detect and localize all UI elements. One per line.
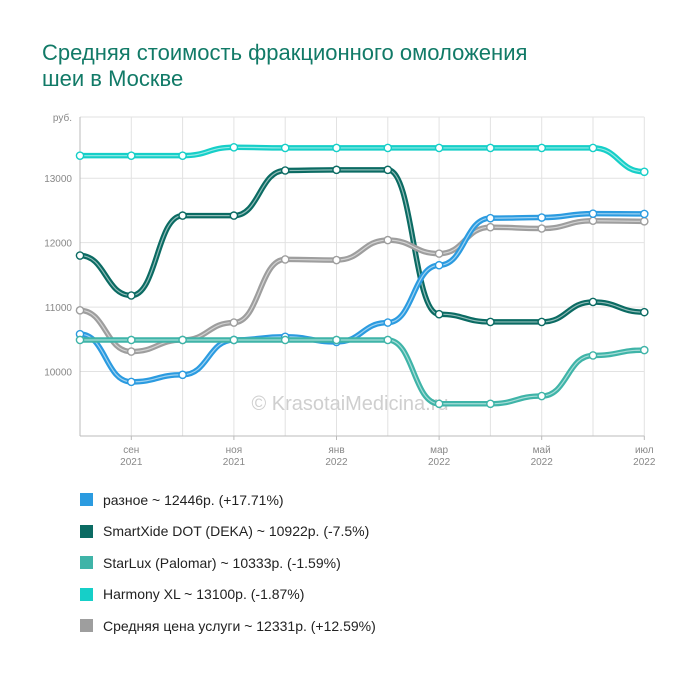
- x-tick-label-year: 2021: [120, 457, 143, 468]
- data-point: [127, 291, 136, 300]
- data-point: [434, 249, 444, 258]
- legend-item[interactable]: Средняя цена услуги ~ 12331р. (+12.59%): [80, 610, 376, 642]
- legend-item[interactable]: StarLux (Palomar) ~ 10333р. (-1.59%): [80, 547, 376, 579]
- x-tick-label-month: мар: [430, 445, 448, 456]
- data-point: [640, 307, 649, 317]
- data-point: [332, 165, 341, 175]
- data-point: [588, 216, 598, 226]
- data-point: [75, 306, 85, 315]
- data-point: [486, 399, 495, 409]
- x-tick-label-year: 2022: [325, 457, 348, 468]
- data-point: [383, 165, 393, 175]
- data-point: [640, 345, 649, 355]
- legend-item[interactable]: SmartXide DOT (DEKA) ~ 10922р. (-7.5%): [80, 516, 376, 548]
- legend-item[interactable]: разное ~ 12446р. (+17.71%): [80, 484, 376, 516]
- data-point: [178, 370, 187, 380]
- y-tick-label: 13000: [44, 174, 72, 185]
- data-point: [486, 143, 495, 153]
- y-unit-label: руб.: [53, 112, 72, 124]
- legend-swatch: [80, 556, 93, 570]
- legend-item[interactable]: Harmony XL ~ 13100р. (-1.87%): [80, 579, 376, 611]
- data-point: [434, 143, 444, 153]
- x-tick-label-year: 2021: [223, 457, 246, 468]
- legend-swatch: [80, 619, 93, 633]
- legend-label: Средняя цена услуги ~ 12331р. (+12.59%): [103, 617, 376, 634]
- x-tick-label-year: 2022: [633, 457, 656, 468]
- data-point: [229, 318, 239, 327]
- data-point: [383, 235, 393, 245]
- chart-title: Средняя стоимость фракционного омоложени…: [42, 40, 642, 92]
- data-point: [229, 142, 239, 152]
- line-chart: 10000110001200013000руб.сен2021ноя2021ян…: [44, 112, 656, 468]
- data-point: [127, 347, 136, 356]
- legend-label: SmartXide DOT (DEKA) ~ 10922р. (-7.5%): [103, 523, 370, 540]
- legend-label: разное ~ 12446р. (+17.71%): [103, 491, 284, 508]
- data-point: [383, 335, 393, 345]
- data-point: [229, 211, 239, 220]
- data-point: [537, 391, 547, 401]
- data-point: [434, 399, 444, 409]
- data-point: [588, 143, 598, 153]
- data-point: [280, 166, 290, 175]
- data-point: [75, 251, 85, 260]
- series-line-highlight: [79, 169, 645, 323]
- data-point: [280, 143, 290, 153]
- data-point: [178, 151, 187, 160]
- data-point: [229, 335, 239, 345]
- x-tick-label-month: янв: [328, 445, 344, 456]
- x-tick-label-year: 2022: [531, 457, 554, 468]
- x-tick-label-month: май: [533, 445, 551, 456]
- data-point: [537, 224, 547, 233]
- data-point: [640, 217, 649, 226]
- data-point: [280, 335, 290, 345]
- data-point: [178, 211, 187, 220]
- data-point: [383, 318, 393, 327]
- data-point: [280, 255, 290, 264]
- data-point: [640, 167, 649, 177]
- chart-title-line-1: Средняя стоимость фракционного омоложени…: [42, 40, 528, 65]
- x-tick-label-month: сен: [123, 445, 139, 456]
- watermark: © KrasotaiMedicina.ru: [251, 393, 448, 415]
- data-point: [127, 335, 136, 345]
- x-tick-label-year: 2022: [428, 457, 451, 468]
- data-point: [588, 297, 598, 307]
- data-point: [588, 351, 598, 360]
- data-point: [178, 335, 187, 345]
- data-point: [332, 143, 341, 153]
- x-tick-label-month: ноя: [226, 445, 243, 456]
- data-point: [434, 309, 444, 319]
- legend-label: StarLux (Palomar) ~ 10333р. (-1.59%): [103, 554, 341, 571]
- data-point: [537, 317, 547, 327]
- data-point: [75, 151, 85, 160]
- data-point: [332, 255, 341, 265]
- data-point: [75, 335, 85, 345]
- data-point: [486, 213, 495, 223]
- legend: разное ~ 12446р. (+17.71%) SmartXide DOT…: [80, 484, 376, 642]
- data-point: [383, 143, 393, 153]
- y-tick-label: 11000: [45, 303, 73, 314]
- data-point: [537, 143, 547, 153]
- series-line: [77, 167, 648, 325]
- data-point: [127, 151, 136, 160]
- data-point: [332, 335, 341, 345]
- data-point: [486, 317, 495, 327]
- data-point: [434, 260, 444, 270]
- chart-title-line-2: шеи в Москве: [42, 66, 184, 91]
- data-point: [486, 222, 495, 232]
- data-point: [640, 209, 649, 219]
- legend-label: Harmony XL ~ 13100р. (-1.87%): [103, 586, 305, 603]
- legend-swatch: [80, 493, 93, 507]
- legend-swatch: [80, 524, 93, 538]
- legend-swatch: [80, 587, 93, 601]
- y-tick-label: 10000: [44, 368, 72, 379]
- y-tick-label: 12000: [44, 239, 72, 250]
- x-tick-label-month: июл: [635, 445, 654, 456]
- data-point: [588, 209, 598, 218]
- data-point: [127, 377, 136, 387]
- data-point: [537, 213, 547, 222]
